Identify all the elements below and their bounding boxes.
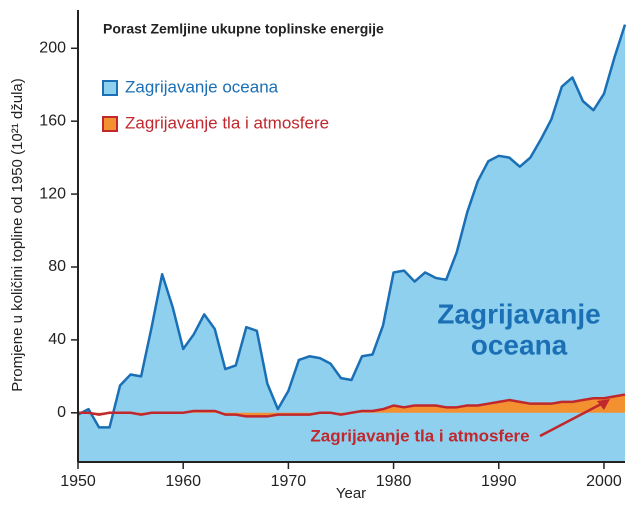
annotation: Zagrijavanje tla i atmosfere [310,426,529,445]
chart-title: Porast Zemljine ukupne toplinske energij… [103,21,384,37]
y-axis-label: Promjene u količini topline od 1950 (10²… [9,78,26,392]
x-tick-label: 1950 [60,473,96,490]
y-tick-label: 80 [48,258,66,275]
legend-swatch [102,116,118,132]
area-line [78,393,626,418]
area-line [77,24,627,429]
x-tick-label: 1960 [165,473,201,490]
y-tick-label: 120 [39,185,66,202]
annotation: oceana [471,329,568,360]
y-tick-label: 0 [57,404,66,421]
y-tick-label: 40 [48,331,66,348]
arrow-head [597,399,610,410]
annotation: Zagrijavanje [437,298,600,329]
legend-label: Zagrijavanje oceana [125,77,279,96]
legend-swatch [102,80,118,96]
x-axis-label: Year [336,485,366,502]
annotation-arrow [539,400,606,438]
x-tick-label: 1970 [271,473,307,490]
x-tick-label: 2000 [586,473,622,490]
y-tick-label: 200 [39,39,66,56]
y-tick-label: 160 [39,112,66,129]
x-tick-label: 1980 [376,473,412,490]
x-tick-label: 1990 [481,473,517,490]
area-fill [78,24,625,462]
legend-label: Zagrijavanje tla i atmosfere [125,113,329,132]
